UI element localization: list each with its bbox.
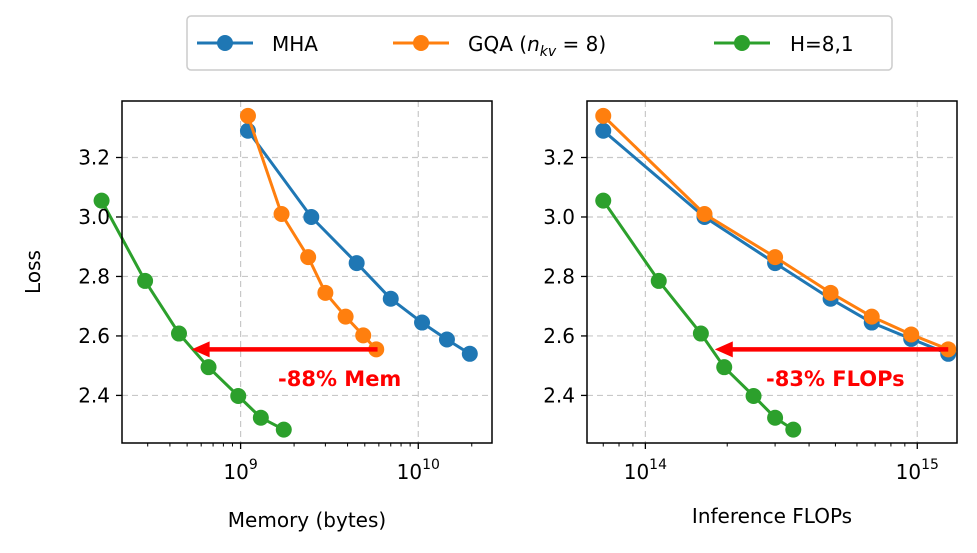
data-point: [692, 325, 709, 342]
x-tick-label: 1014: [624, 457, 667, 484]
reduction-arrow: [714, 341, 949, 358]
plot-frame: [586, 100, 958, 444]
data-point: [767, 409, 784, 426]
data-point: [745, 388, 762, 405]
arrow-head: [714, 341, 733, 358]
data-point: [303, 208, 320, 225]
y-tick-label: 3.2: [78, 146, 110, 170]
data-point: [461, 345, 478, 362]
y-axis-label: Loss: [21, 250, 45, 294]
y-tick-label: 3.0: [543, 205, 575, 229]
x-ticks: 1014 1015: [602, 443, 939, 484]
data-point: [414, 314, 431, 331]
x-tick-label: 1010: [397, 457, 440, 484]
data-point: [300, 249, 317, 266]
data-point: [273, 206, 290, 223]
legend-label-mha: MHA: [272, 32, 318, 56]
legend-entry-mha: MHA: [197, 32, 318, 56]
data-point: [785, 421, 802, 438]
data-point: [317, 284, 334, 301]
x-tick-label: 109: [223, 457, 257, 484]
series-h-8-1: [93, 192, 292, 438]
grid: [122, 101, 492, 443]
data-point: [595, 122, 612, 139]
series-h-8-1: [595, 192, 802, 438]
series: [595, 107, 957, 438]
x-ticks: 109 1010: [147, 443, 473, 484]
y-tick-label: 2.6: [543, 324, 575, 348]
legend-label-gqa-sub: kv: [540, 44, 557, 60]
legend-entry-gqa: GQA (nkv = 8): [393, 32, 606, 60]
y-tick-label: 2.4: [543, 383, 575, 407]
memory-panel: 2.4 2.6 2.8 3.0 3.2 109 1010 -88% Mem Memory …: [21, 100, 493, 532]
data-point: [595, 107, 612, 124]
data-point: [93, 192, 110, 209]
data-point: [275, 421, 292, 438]
series-line: [246, 115, 378, 351]
data-point: [170, 325, 187, 342]
x-axis-label: Inference FLOPs: [692, 504, 852, 528]
y-tick-label: 3.0: [78, 205, 110, 229]
y-tick-label: 2.6: [78, 324, 110, 348]
flops-panel: 2.4 2.6 2.8 3.0 3.2 1014 1015 -83% FLOPs Infe…: [543, 100, 958, 528]
reduction-arrow: [191, 341, 378, 358]
data-point: [863, 308, 880, 325]
series-line: [246, 129, 471, 356]
annotation-memory: -88% Mem: [278, 367, 401, 391]
legend-swatch-marker: [734, 35, 750, 51]
plot-frame: [121, 100, 493, 444]
x-axis-label: Memory (bytes): [228, 508, 386, 532]
legend-swatch-marker: [217, 35, 233, 51]
data-point: [382, 290, 399, 307]
data-point: [595, 192, 612, 209]
legend-swatch-marker: [413, 35, 429, 51]
legend-entry-h81: H=8,1: [714, 32, 854, 56]
x-tick-label: 1015: [896, 457, 939, 484]
data-point: [200, 359, 217, 376]
series-line: [602, 114, 949, 351]
y-ticks: 2.4 2.6 2.8 3.0 3.2: [78, 146, 122, 407]
legend-frame: [186, 15, 893, 71]
legend: MHA GQA (nkv = 8) H=8,1: [186, 15, 893, 71]
data-point: [696, 206, 713, 223]
grid: [587, 101, 957, 443]
data-point: [355, 327, 372, 344]
y-tick-label: 3.2: [543, 146, 575, 170]
data-point: [716, 359, 733, 376]
data-point: [767, 249, 784, 266]
data-point: [252, 409, 269, 426]
data-point: [348, 255, 365, 272]
y-tick-label: 2.8: [78, 264, 110, 288]
data-point: [903, 326, 920, 343]
legend-label-gqa-var: n: [527, 32, 540, 56]
legend-label-h81: H=8,1: [790, 32, 854, 56]
data-point: [438, 331, 455, 348]
y-tick-label: 2.8: [543, 264, 575, 288]
legend-label-gqa-main: GQA (: [468, 32, 527, 56]
series-gqa-n-kv-8: [595, 107, 957, 358]
data-point: [650, 272, 667, 289]
data-point: [822, 284, 839, 301]
data-point: [137, 272, 154, 289]
series-gqa-n-kv-8: [239, 107, 385, 358]
legend-label-gqa: GQA (nkv = 8): [468, 32, 606, 60]
data-point: [239, 107, 256, 124]
series: [93, 107, 478, 438]
y-tick-label: 2.4: [78, 383, 110, 407]
y-ticks: 2.4 2.6 2.8 3.0 3.2: [543, 146, 587, 407]
legend-label-gqa-rest: = 8): [556, 32, 606, 56]
data-point: [230, 388, 247, 405]
arrow-head: [191, 341, 210, 358]
data-point: [337, 308, 354, 325]
annotation-flops: -83% FLOPs: [766, 367, 905, 391]
series-mha: [239, 122, 478, 362]
